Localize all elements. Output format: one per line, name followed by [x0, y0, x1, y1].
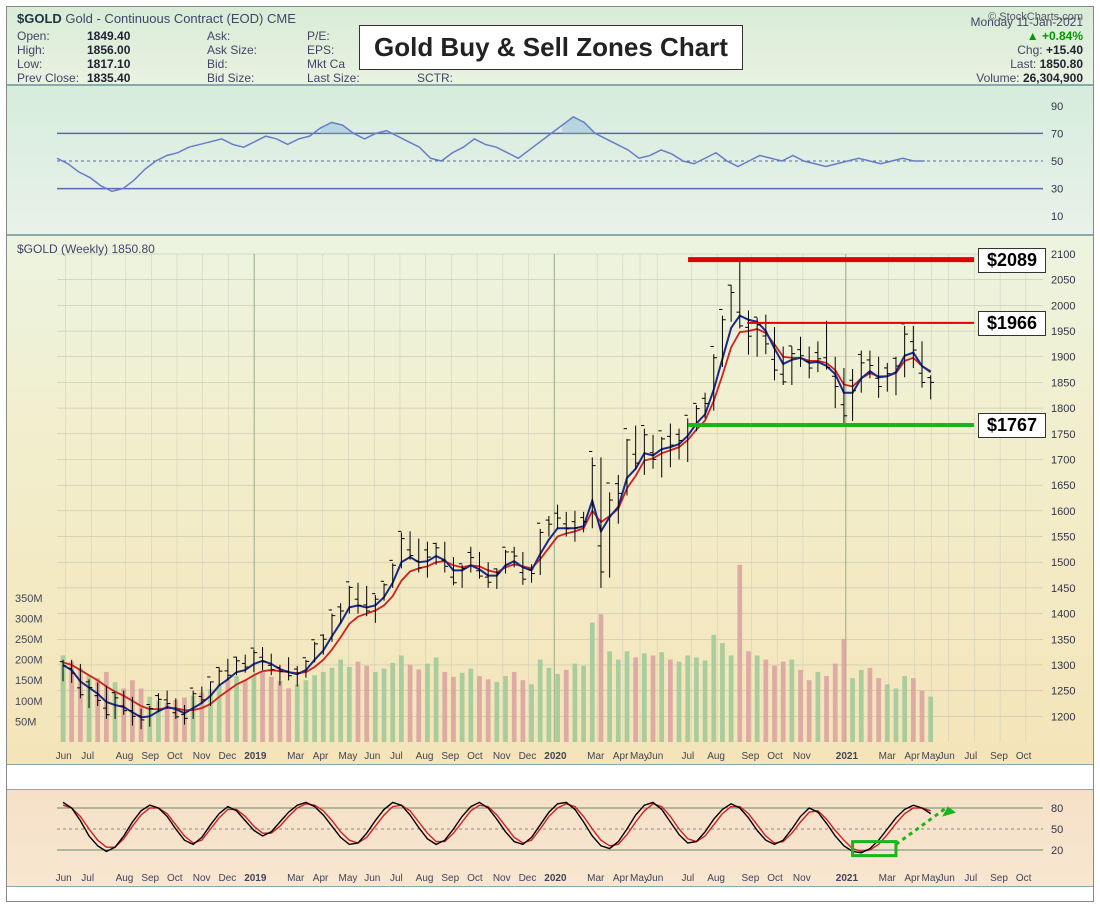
date: Monday 11-Jan-2021 [970, 15, 1083, 29]
svg-text:1350: 1350 [1051, 634, 1075, 646]
svg-text:90: 90 [1051, 101, 1063, 113]
prev-val: 1835.40 [87, 71, 130, 85]
svg-text:1550: 1550 [1051, 532, 1075, 544]
svg-text:2050: 2050 [1051, 275, 1075, 287]
chart-header: $GOLD Gold - Continuous Contract (EOD) C… [7, 7, 1093, 85]
svg-text:1600: 1600 [1051, 506, 1075, 518]
price-panel: $GOLD (Weekly) 1850.80 12001250130013501… [7, 235, 1093, 765]
svg-text:20: 20 [1051, 845, 1063, 857]
stochastic-x-axis: JunJulAugSepOctNovDec2019MarAprMayJunJul… [7, 864, 1093, 886]
last-val: 1850.80 [1040, 57, 1083, 71]
low-val: 1817.10 [87, 57, 130, 71]
svg-text:1950: 1950 [1051, 326, 1075, 338]
up-arrow-icon: ▲ [1027, 29, 1039, 43]
svg-text:250M: 250M [15, 634, 43, 646]
symbol-row: $GOLD Gold - Continuous Contract (EOD) C… [17, 11, 296, 26]
rsi-panel: 10 30 50 70 90 [7, 85, 1093, 235]
chart-title: Gold Buy & Sell Zones Chart [359, 25, 743, 70]
svg-text:1900: 1900 [1051, 352, 1075, 364]
price-level-1966: $1966 [978, 311, 1046, 336]
chart-frame: $GOLD Gold - Continuous Contract (EOD) C… [6, 6, 1094, 902]
svg-text:50M: 50M [15, 716, 36, 728]
price-level-2089: $2089 [978, 248, 1046, 273]
open-val: 1849.40 [87, 29, 130, 43]
stochastic-panel: 20 50 80 JunJulAugSepOctNovDec2019MarAprMa… [7, 789, 1093, 887]
svg-text:1200: 1200 [1051, 711, 1075, 723]
chg-val: +15.40 [1046, 43, 1083, 57]
svg-text:350M: 350M [15, 593, 43, 605]
svg-text:1750: 1750 [1051, 429, 1075, 441]
svg-text:1250: 1250 [1051, 686, 1075, 698]
svg-text:200M: 200M [15, 655, 43, 667]
price-chart: 1200 1250 1300 1350 1400 1450 1500 1550 1600 1650… [7, 236, 1093, 746]
svg-text:80: 80 [1051, 803, 1063, 815]
svg-text:50: 50 [1051, 156, 1063, 168]
svg-text:50: 50 [1051, 824, 1063, 836]
svg-text:1850: 1850 [1051, 377, 1075, 389]
symbol-desc: Gold - Continuous Contract (EOD) CME [65, 11, 295, 26]
svg-text:2000: 2000 [1051, 300, 1075, 312]
svg-text:150M: 150M [15, 675, 43, 687]
svg-text:1300: 1300 [1051, 660, 1075, 672]
svg-text:1400: 1400 [1051, 609, 1075, 621]
symbol: $GOLD [17, 11, 62, 26]
vol-val: 26,304,900 [1023, 71, 1083, 85]
high-val: 1856.00 [87, 43, 130, 57]
svg-text:1800: 1800 [1051, 403, 1075, 415]
svg-text:1650: 1650 [1051, 480, 1075, 492]
header-right: Monday 11-Jan-2021 ▲ +0.84% Chg: +15.40 … [970, 15, 1083, 85]
svg-text:2100: 2100 [1051, 249, 1075, 261]
svg-text:100M: 100M [15, 696, 43, 708]
svg-text:30: 30 [1051, 184, 1063, 196]
price-subtitle: $GOLD (Weekly) 1850.80 [17, 242, 155, 256]
svg-text:70: 70 [1051, 128, 1063, 140]
price-level-1767: $1767 [978, 413, 1046, 438]
stochastic-chart: 20 50 80 [7, 790, 1093, 868]
svg-text:1450: 1450 [1051, 583, 1075, 595]
svg-text:1500: 1500 [1051, 557, 1075, 569]
svg-text:1700: 1700 [1051, 454, 1075, 466]
pct-change: +0.84% [1042, 29, 1083, 43]
price-x-axis: JunJulAugSepOctNovDec2019MarAprMayJunJul… [7, 742, 1093, 764]
svg-text:10: 10 [1051, 211, 1063, 223]
rsi-chart: 10 30 50 70 90 [7, 86, 1093, 236]
svg-text:300M: 300M [15, 613, 43, 625]
